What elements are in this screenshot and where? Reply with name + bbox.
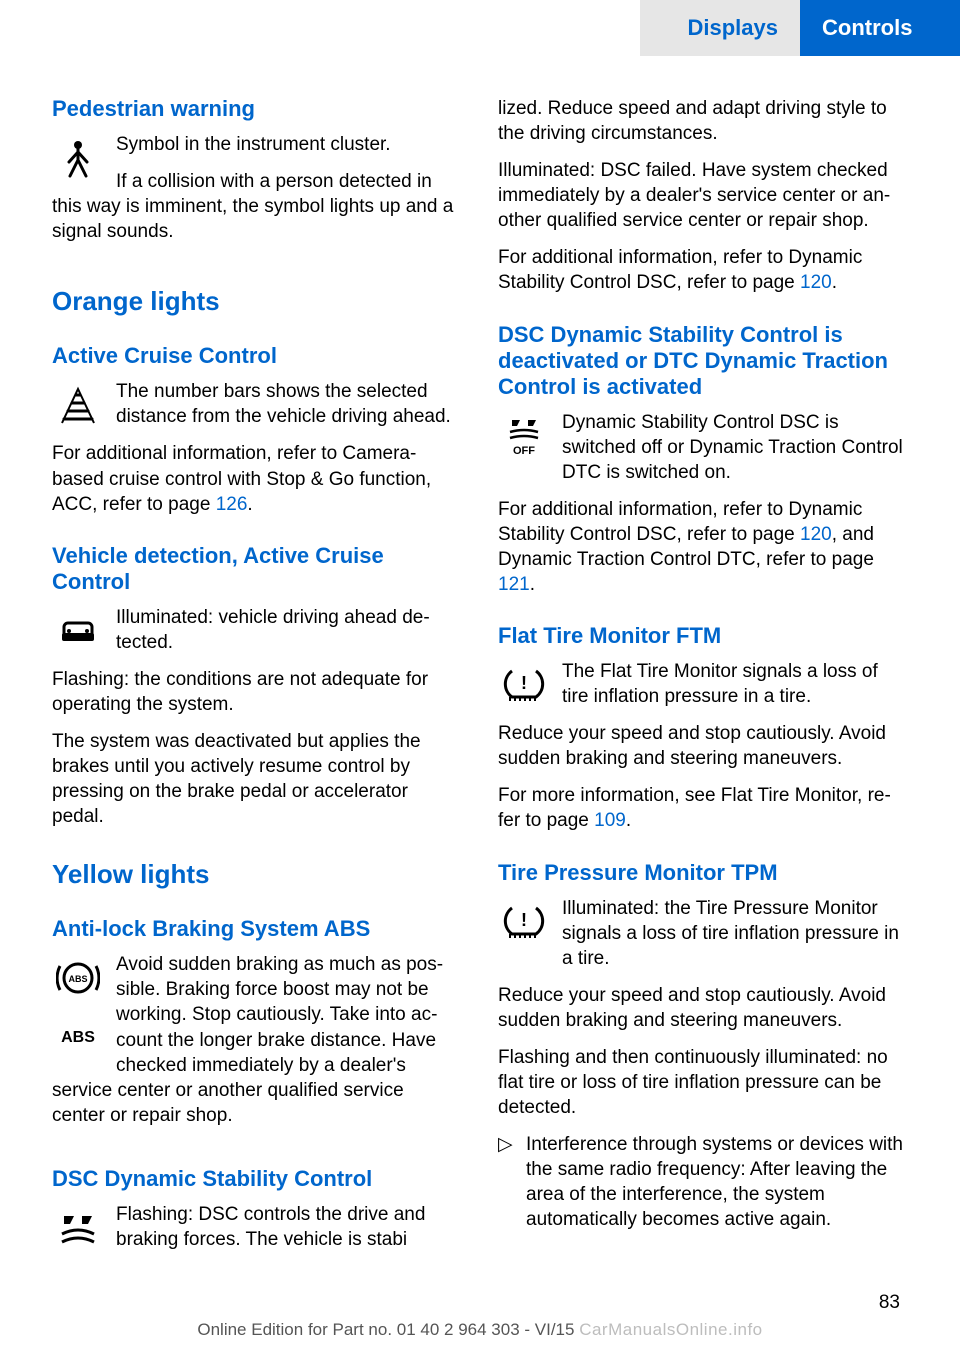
block-vdet: Illuminated: vehicle driving ahead de­te… (52, 605, 458, 729)
heading-dsc: DSC Dynamic Stability Control (52, 1166, 458, 1192)
svg-text:!: ! (521, 673, 527, 693)
footer-watermark: CarManualsOnline.info (579, 1320, 762, 1339)
footer: Online Edition for Part no. 01 40 2 964 … (0, 1320, 960, 1340)
tab-controls-label: Controls (822, 15, 912, 41)
link-120b[interactable]: 120 (800, 524, 832, 545)
heading-abs: Anti-lock Braking System ABS (52, 916, 458, 942)
page: Displays Controls Pedestrian warning Sym… (0, 0, 960, 1362)
cruise-bars-icon (52, 379, 104, 431)
header: Displays Controls (0, 0, 960, 56)
abs-circle-icon: ABS (52, 952, 104, 1004)
abs-p1: Avoid sudden braking as much as pos­sibl… (52, 952, 458, 1128)
ftm-p3: For more information, see Flat Tire Moni… (498, 783, 904, 833)
svg-text:ABS: ABS (68, 974, 87, 984)
tab-controls: Controls (800, 0, 960, 56)
ftm-p3b: . (626, 810, 631, 831)
dsc-cont-p2: Illuminated: DSC failed. Have system che… (498, 158, 904, 233)
link-109[interactable]: 109 (594, 810, 626, 831)
dsc-off-p1: Dynamic Stability Control DSC is switche… (498, 410, 904, 485)
acc-p2: For additional information, refer to Cam… (52, 441, 458, 516)
heading-tpm: Tire Pressure Monitor TPM (498, 860, 904, 886)
link-120a[interactable]: 120 (800, 272, 832, 293)
columns: Pedestrian warning Symbol in the instrum… (0, 56, 960, 1264)
heading-vdet: Vehicle detection, Active Cruise Control (52, 543, 458, 595)
link-121[interactable]: 121 (498, 574, 530, 595)
tab-displays: Displays (640, 0, 800, 56)
heading-pedestrian: Pedestrian warning (52, 96, 458, 122)
acc-p1: The number bars shows the selected dista… (52, 379, 458, 429)
header-spacer (0, 0, 640, 56)
vdet-p1: Illuminated: vehicle driving ahead de­te… (52, 605, 458, 655)
pedestrian-p1: Symbol in the instrument cluster. (52, 132, 458, 157)
block-dsc-off: OFF Dynamic Stability Control DSC is swi… (498, 410, 904, 497)
vdet-p3: The system was deactivated but applies t… (52, 729, 458, 829)
link-126[interactable]: 126 (216, 494, 248, 515)
abs-icon-stack: ABS ABS (52, 952, 104, 1068)
dsc-cont-p1: lized. Reduce speed and adapt driving st… (498, 96, 904, 146)
dsc-p1: Flashing: DSC controls the drive and bra… (52, 1202, 458, 1252)
group-yellow: Yellow lights (52, 859, 458, 890)
bullet-symbol: ▷ (498, 1132, 526, 1232)
pedestrian-icon (52, 132, 104, 184)
tpm-bullet: ▷ Interference through systems or device… (498, 1132, 904, 1232)
block-dsc: Flashing: DSC controls the drive and bra… (52, 1202, 458, 1264)
dsc-cont-p3: For additional information, refer to Dyn… (498, 245, 904, 295)
ftm-p3a: For more information, see Flat Tire Moni… (498, 785, 891, 831)
svg-text:OFF: OFF (513, 445, 535, 457)
dsc-off-p2: For additional information, refer to Dyn… (498, 497, 904, 597)
svg-text:!: ! (521, 910, 527, 930)
pedestrian-p2: If a collision with a person detected in… (52, 169, 458, 244)
block-tpm: ! Illuminated: the Tire Pressure Monitor… (498, 896, 904, 983)
tpm-p2: Reduce your speed and stop cautiously. A… (498, 983, 904, 1033)
footer-edition: Online Edition for Part no. 01 40 2 964 … (197, 1320, 574, 1339)
heading-ftm: Flat Tire Monitor FTM (498, 623, 904, 649)
flat-tire-icon: ! (498, 659, 550, 711)
tpm-p3: Flashing and then continuously illuminat… (498, 1045, 904, 1120)
dsc-skid-icon (52, 1202, 104, 1254)
heading-dsc-off: DSC Dynamic Stability Control is deactiv… (498, 322, 904, 400)
dsc-off-p2c: . (530, 574, 535, 595)
dsc-off-icon: OFF (498, 410, 550, 462)
abs-text-icon: ABS (52, 1010, 104, 1062)
tpm-p1: Illuminated: the Tire Pressure Monitor s… (498, 896, 904, 971)
group-orange: Orange lights (52, 286, 458, 317)
ftm-p1: The Flat Tire Monitor signals a loss of … (498, 659, 904, 709)
acc-p2b: . (247, 494, 252, 515)
svg-text:ABS: ABS (61, 1029, 95, 1046)
block-ftm: ! The Flat Tire Monitor signals a loss o… (498, 659, 904, 783)
page-number: 83 (879, 1292, 900, 1314)
vdet-p2: Flashing: the conditions are not ade­qua… (52, 667, 458, 717)
ftm-p2: Reduce your speed and stop cau­tiously. … (498, 721, 904, 771)
right-column: lized. Reduce speed and adapt driving st… (498, 96, 904, 1264)
block-acc: The number bars shows the selected dista… (52, 379, 458, 441)
dsc-cont-p3b: . (832, 272, 837, 293)
tab-displays-label: Displays (688, 15, 779, 41)
tpm-bullet-text: Interference through systems or devices … (526, 1132, 904, 1232)
block-pedestrian: Symbol in the instrument cluster. If a c… (52, 132, 458, 256)
block-abs: ABS ABS Avoid sudden braking as much as … (52, 952, 458, 1140)
vehicle-ahead-icon (52, 605, 104, 657)
heading-acc: Active Cruise Control (52, 343, 458, 369)
tire-pressure-icon: ! (498, 896, 550, 948)
left-column: Pedestrian warning Symbol in the instrum… (52, 96, 458, 1264)
